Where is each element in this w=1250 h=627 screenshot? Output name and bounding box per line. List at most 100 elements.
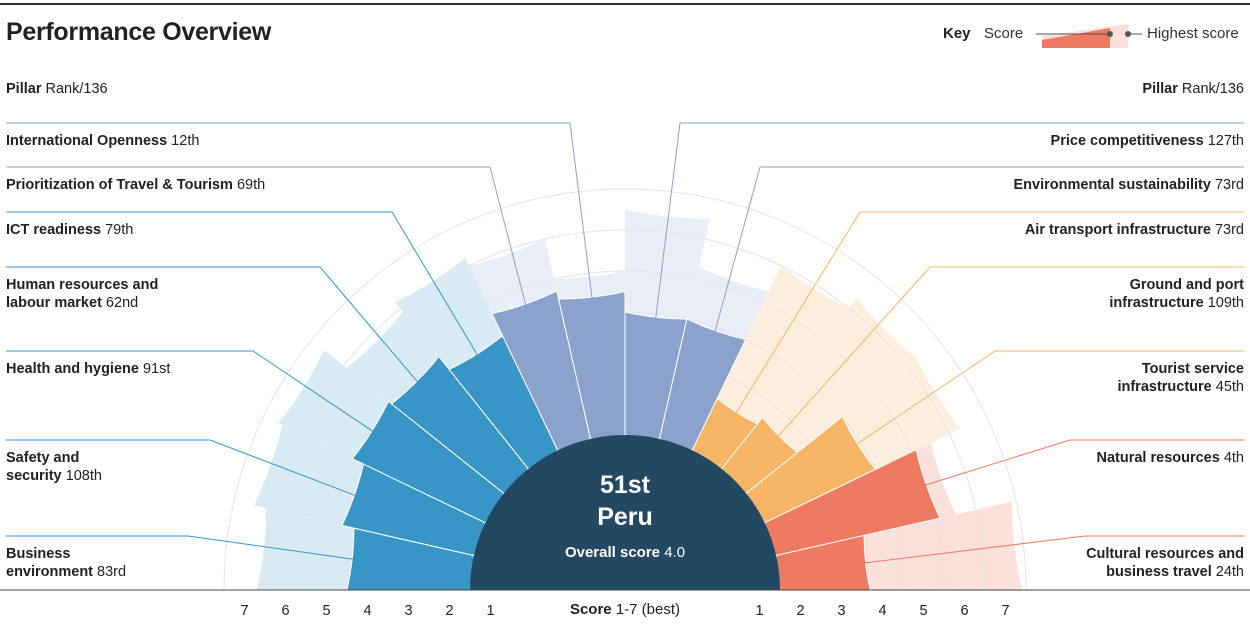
leader-line	[6, 350, 378, 435]
leader-line	[713, 166, 1244, 338]
leader-line	[6, 439, 361, 498]
center-rank: 51st	[599, 471, 651, 499]
grid-ring	[264, 229, 986, 591]
leader-line	[6, 266, 422, 387]
pillar-label: Ground and port infrastructure 109th	[1109, 276, 1244, 312]
pillar-name: Natural resources	[1096, 450, 1220, 466]
pillar-name: Tourist service	[1141, 361, 1244, 377]
pillar-rank: 91st	[138, 361, 171, 377]
axis-tick-label: 7	[240, 603, 248, 619]
key-score-label: Score	[984, 25, 1024, 42]
axis-tick-label: 3	[837, 603, 845, 619]
pillar-name: environment	[6, 564, 94, 580]
leader-line	[6, 211, 481, 360]
header-rank: Rank/136	[45, 81, 108, 97]
score-caption-label: Score	[569, 601, 612, 618]
pillar-label: International Openness 12th	[6, 132, 199, 150]
axis-tick-label: 4	[363, 603, 371, 619]
pillar-label: Prioritization of Travel & Tourism 69th	[6, 176, 265, 194]
pillar-rank: 79th	[101, 222, 134, 238]
center-country: Peru	[597, 503, 653, 531]
header-rank-right: Rank/136	[1181, 81, 1244, 97]
axis-tick-label: 3	[404, 603, 412, 619]
pillar-rank: 73rd	[1210, 222, 1244, 238]
center-disc	[470, 435, 780, 590]
pillar-label: Cultural resources and business travel 24…	[1086, 545, 1244, 581]
pillar-name: Human resources and	[6, 277, 159, 293]
score-caption: Score 1-7 (best)	[0, 601, 1250, 618]
pillar-name: Ground and port	[1129, 277, 1244, 293]
pillar-label: Air transport infrastructure 73rd	[1025, 221, 1244, 239]
leader-line	[858, 535, 1244, 565]
pillar-rank: 45th	[1211, 379, 1244, 395]
leader-line	[6, 535, 359, 561]
pillar-rank: 24th	[1211, 564, 1244, 580]
key-highest-label: Highest score	[1147, 25, 1239, 42]
leader-line	[732, 211, 1244, 419]
pillar-label: Safety and security 108th	[6, 449, 102, 485]
pillar-label: Price competitiveness 127th	[1051, 132, 1244, 150]
pillar-name: infrastructure	[1109, 295, 1204, 311]
pillar-rank: 12th	[167, 133, 200, 149]
axis-tick-label: 5	[919, 603, 927, 619]
axis-tick-label: 6	[281, 603, 289, 619]
leader-line	[6, 122, 594, 304]
axis-tick-label: 6	[960, 603, 968, 619]
key-score-swatch	[1042, 28, 1110, 48]
pillar-name: Safety and	[6, 450, 80, 466]
pillar-label: Human resources and labour market 62nd	[6, 276, 158, 312]
center-score-label: Overall score	[564, 544, 661, 561]
leader-line	[654, 122, 1244, 324]
pillar-name: Prioritization of Travel & Tourism	[6, 177, 233, 193]
grid-ring	[305, 270, 945, 591]
pillar-rank: 62nd	[101, 295, 139, 311]
pillar-rank: 127th	[1203, 133, 1244, 149]
pillar-name: Cultural resources and	[1086, 546, 1244, 562]
pillar-label: Natural resources 4th	[1097, 449, 1245, 467]
leader-line	[920, 439, 1244, 488]
header-left: Pillar Rank/136	[6, 81, 108, 97]
score-caption-range: 1-7 (best)	[615, 601, 681, 618]
center-score: Overall score 4.0	[520, 544, 730, 561]
pillar-rank: 83rd	[93, 564, 127, 580]
key-label: Key	[943, 25, 971, 42]
pillar-rank: 73rd	[1210, 177, 1244, 193]
pillar-label: Health and hygiene 91st	[6, 360, 170, 378]
pillar-name: Health and hygiene	[6, 361, 139, 377]
axis-tick-label: 2	[796, 603, 804, 619]
header-pillar: Pillar	[6, 81, 42, 97]
pillar-name: Air transport infrastructure	[1024, 222, 1211, 238]
pillar-name: security	[6, 468, 62, 484]
pillar-name: labour market	[6, 295, 102, 311]
pillar-rank: 4th	[1219, 450, 1244, 466]
pillar-name: business travel	[1106, 564, 1212, 580]
pillar-label: Tourist service infrastructure 45th	[1117, 360, 1244, 396]
pillar-name: infrastructure	[1117, 379, 1212, 395]
axis-tick-label: 5	[322, 603, 330, 619]
axis-tick-label: 2	[445, 603, 453, 619]
header-right: Pillar Rank/136	[1142, 81, 1244, 97]
pillar-name: ICT readiness	[6, 222, 102, 238]
axis-tick-label: 1	[486, 603, 494, 619]
axis-tick-label: 7	[1001, 603, 1009, 619]
pillar-name: International Openness	[6, 133, 168, 149]
pillar-name: Price competitiveness	[1050, 133, 1204, 149]
page-title: Performance Overview	[6, 18, 271, 46]
pillar-rank: 69th	[232, 177, 266, 193]
key-graphic	[1036, 24, 1142, 48]
pillar-label: ICT readiness 79th	[6, 221, 133, 239]
pillar-label: Environmental sustainability 73rd	[1014, 176, 1244, 194]
grid-ring	[223, 188, 1027, 591]
pillar-name: Environmental sustainability	[1013, 177, 1211, 193]
leader-line	[851, 350, 1244, 448]
pillar-rank: 108th	[61, 468, 102, 484]
pillar-name: Business	[6, 546, 71, 562]
top-rule	[0, 3, 1250, 5]
pillar-label: Business environment 83rd	[6, 545, 126, 581]
header-pillar-right: Pillar	[1142, 81, 1178, 97]
leader-line	[773, 266, 1244, 442]
pillar-rank: 109th	[1203, 295, 1244, 311]
axis-tick-label: 1	[755, 603, 763, 619]
leader-line	[6, 166, 528, 311]
